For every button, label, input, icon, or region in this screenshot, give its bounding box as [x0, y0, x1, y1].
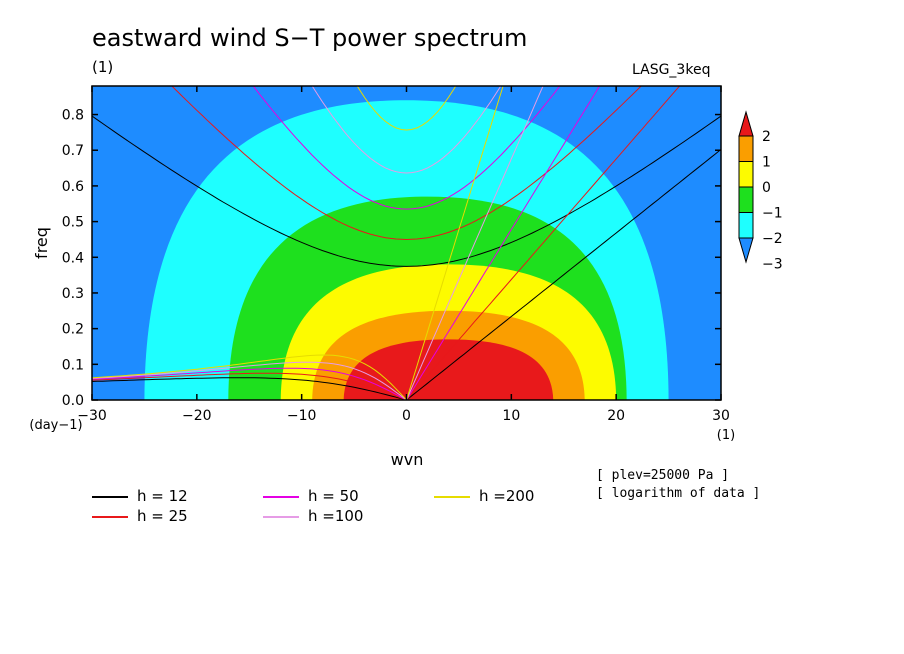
y-tick-label: 0.1	[62, 357, 84, 373]
legend-label: h = 12	[137, 487, 188, 505]
colorbar-swatch	[738, 161, 754, 188]
gravity-curve-h50	[252, 86, 561, 210]
x-tick-label: 0	[402, 408, 411, 424]
legend-swatch	[92, 496, 128, 498]
kelvin-curve-h200	[406, 86, 504, 400]
y-tick-label: 0.0	[62, 393, 84, 409]
x-tick-label: 20	[607, 408, 625, 424]
kelvin-curve-h12	[406, 149, 721, 400]
y-axis-label: freq	[32, 227, 51, 259]
rossby-curve-h50	[92, 367, 407, 400]
kelvin-curve-h100	[406, 86, 544, 400]
colorbar-swatch	[738, 186, 754, 213]
y-axis-unit: (day−1)	[29, 418, 82, 433]
x-tick-label: 10	[502, 408, 520, 424]
kelvin-curve-h25	[406, 86, 681, 400]
colorbar-label: 2	[762, 129, 771, 145]
legend-label: h =200	[479, 487, 535, 505]
legend-swatch	[263, 516, 299, 518]
rossby-curve-h200	[92, 354, 407, 400]
note-plev: [ plev=25000 Pa ]	[596, 468, 730, 483]
rossby-curve-h12	[92, 377, 407, 400]
x-axis-label: wvn	[391, 450, 424, 469]
contour-band-2	[343, 339, 554, 400]
plot-area	[92, 86, 721, 400]
rossby-curve-h100	[92, 361, 407, 400]
y-tick-label: 0.6	[62, 179, 84, 195]
legend-label: h =100	[308, 507, 364, 525]
x-tick-label: −20	[182, 408, 212, 424]
gravity-curve-h25	[171, 86, 642, 241]
y-tick-label: 0.4	[62, 250, 84, 266]
y-tick-label: 0.2	[62, 322, 84, 338]
legend-swatch	[263, 496, 299, 498]
y-tick-label: 0.7	[62, 143, 84, 159]
x-tick-label: −30	[77, 408, 107, 424]
y-tick-label: 0.5	[62, 215, 84, 231]
note-logarithm: [ logarithm of data ]	[596, 486, 761, 501]
colorbar-label: −3	[762, 257, 783, 273]
x-tick-label: 30	[712, 408, 730, 424]
gravity-curve-h100	[311, 86, 502, 174]
legend-swatch	[434, 496, 470, 498]
gravity-curve-h200	[356, 86, 457, 131]
chart-title: eastward wind S−T power spectrum	[92, 24, 528, 52]
model-label: LASG_3keq	[632, 62, 711, 78]
legend-swatch	[92, 516, 128, 518]
y-tick-label: 0.8	[62, 108, 84, 124]
colorbar-swatch	[738, 135, 754, 162]
legend-label: h = 50	[308, 487, 359, 505]
gravity-curve-h12	[92, 115, 721, 267]
colorbar-label: 0	[762, 180, 771, 196]
colorbar-swatch	[738, 212, 754, 239]
x-axis-unit: (1)	[717, 428, 735, 443]
top-unit-label: (1)	[92, 58, 114, 76]
legend-label: h = 25	[137, 507, 188, 525]
x-tick-label: −10	[287, 408, 317, 424]
kelvin-curve-h50	[406, 86, 601, 400]
colorbar-upper-arrow	[738, 110, 754, 137]
y-tick-label: 0.3	[62, 286, 84, 302]
colorbar-label: −1	[762, 206, 783, 222]
rossby-curve-h25	[92, 372, 407, 400]
colorbar-lower-arrow	[738, 237, 754, 264]
colorbar-label: −2	[762, 231, 783, 247]
colorbar-label: 1	[762, 155, 771, 171]
